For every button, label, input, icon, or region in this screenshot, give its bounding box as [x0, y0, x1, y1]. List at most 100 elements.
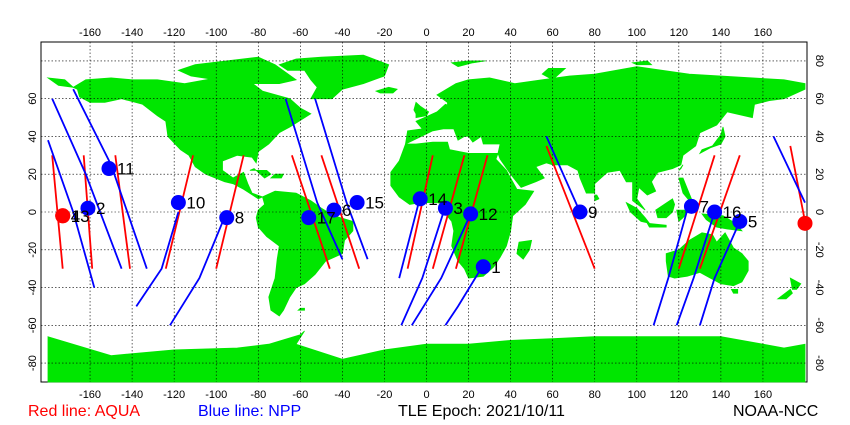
x-tick-label-bottom: -120 [163, 389, 185, 400]
aqua-ground-track [789, 145, 806, 222]
npp-ground-track [675, 211, 716, 326]
land-mass-31 [297, 307, 305, 311]
satellite-label: 10 [186, 194, 205, 213]
satellite-marker [412, 191, 428, 207]
satellite-label: 14 [428, 190, 447, 209]
x-tick-label-top: 140 [712, 27, 730, 39]
satellite-label: 2 [96, 199, 105, 218]
satellite-label: 17 [317, 209, 336, 228]
land-mass-17 [655, 198, 676, 219]
x-tick-label-bottom: -100 [205, 389, 227, 400]
satellite-label: 1 [491, 258, 500, 277]
x-tick-label-bottom: -40 [334, 389, 350, 400]
y-tick-label-left: -80 [27, 355, 39, 371]
aqua-ground-track [114, 155, 131, 269]
aqua-ground-track [164, 155, 194, 269]
x-tick-label-bottom: 120 [670, 389, 688, 400]
satellite-marker [463, 206, 479, 222]
satellite-marker [301, 210, 317, 226]
aqua-ground-track [406, 155, 434, 269]
x-tick-label-bottom: 80 [589, 389, 601, 400]
land-mass-14 [776, 288, 793, 300]
tle-epoch-label: TLE Epoch: 2021/10/11 [398, 403, 565, 420]
land-mass-24 [47, 330, 806, 383]
satellite-marker [219, 210, 235, 226]
satellite-marker [55, 208, 71, 224]
y-tick-label-left: 40 [27, 130, 39, 142]
y-tick-label-right: 0 [813, 209, 825, 215]
satellite-marker [732, 213, 748, 229]
x-tick-label-top: 160 [754, 27, 772, 39]
npp-ground-track [135, 211, 180, 307]
satellite-label: 16 [723, 203, 742, 222]
land-mass-27 [631, 60, 653, 66]
satellite-label: 5 [748, 212, 757, 231]
y-tick-label-right: -40 [813, 280, 825, 296]
y-tick-label-left: 20 [27, 168, 39, 180]
x-tick-label-bottom: 60 [547, 389, 559, 400]
satellite-label: 6 [342, 201, 351, 220]
x-tick-label-top: 40 [504, 27, 516, 39]
npp-ground-track [545, 136, 581, 213]
y-tick-label-right: 40 [813, 130, 825, 142]
satellite-marker [80, 200, 96, 216]
npp-ground-track [400, 206, 447, 326]
npp-ground-track [699, 221, 741, 326]
legend-npp-label: Blue line: NPP [198, 403, 302, 420]
y-tick-label-right: 20 [813, 168, 825, 180]
land-mass-12 [730, 288, 739, 294]
npp-ground-track [652, 202, 691, 326]
aqua-ground-track [545, 145, 596, 270]
npp-ground-track [284, 98, 344, 260]
satellite-label: 15 [365, 194, 384, 213]
y-tick-label-left: -20 [27, 242, 39, 258]
x-tick-label-bottom: -140 [121, 389, 143, 400]
land-mass-6 [404, 66, 806, 211]
npp-ground-track [398, 196, 422, 279]
npp-ground-track [444, 264, 485, 326]
npp-ground-track [772, 136, 806, 203]
y-tick-label-left: 60 [27, 93, 39, 105]
npp-ground-track [411, 213, 472, 326]
npp-ground-track [47, 139, 96, 288]
satellite-marker [101, 161, 117, 177]
y-tick-label-left: -40 [27, 280, 39, 296]
y-tick-label-right: -80 [813, 355, 825, 371]
land-mass-8 [413, 101, 430, 119]
satellite-label: 9 [588, 203, 597, 222]
x-tick-label-top: -140 [121, 27, 143, 39]
npp-ground-track [314, 98, 369, 260]
npp-ground-track [169, 211, 228, 326]
npp-ground-track [51, 98, 123, 270]
land-mass-16 [646, 222, 667, 228]
land-mass-2 [278, 54, 390, 100]
x-tick-label-bottom: -20 [376, 389, 392, 400]
x-tick-label-bottom: 160 [754, 389, 772, 400]
x-tick-label-top: 100 [628, 27, 646, 39]
y-tick-label-right: -20 [813, 242, 825, 258]
land-mass-9 [374, 86, 398, 94]
satellite-marker [170, 195, 186, 211]
x-tick-label-top: -20 [376, 27, 392, 39]
x-tick-label-bottom: 0 [423, 389, 429, 400]
y-tick-label-left: 0 [27, 209, 39, 215]
satellite-marker [437, 200, 453, 216]
satellite-marker [572, 204, 588, 220]
x-tick-label-top: 80 [589, 27, 601, 39]
x-tick-label-top: -40 [334, 27, 350, 39]
satellite-marker [707, 204, 723, 220]
land-mass-13 [789, 277, 802, 290]
satellite-marker [683, 198, 699, 214]
satellite-label: 13 [71, 207, 90, 226]
x-tick-label-top: 0 [423, 27, 429, 39]
x-tick-label-bottom: -80 [250, 389, 266, 400]
y-tick-label-right: 80 [813, 55, 825, 67]
y-tick-label-left: -60 [27, 317, 39, 333]
x-tick-label-top: 60 [547, 27, 559, 39]
satellite-label: 4 [71, 207, 80, 226]
x-tick-label-top: -160 [79, 27, 101, 39]
satellite-label: 8 [235, 209, 244, 228]
x-tick-label-bottom: -60 [292, 389, 308, 400]
satellite-marker [349, 195, 365, 211]
